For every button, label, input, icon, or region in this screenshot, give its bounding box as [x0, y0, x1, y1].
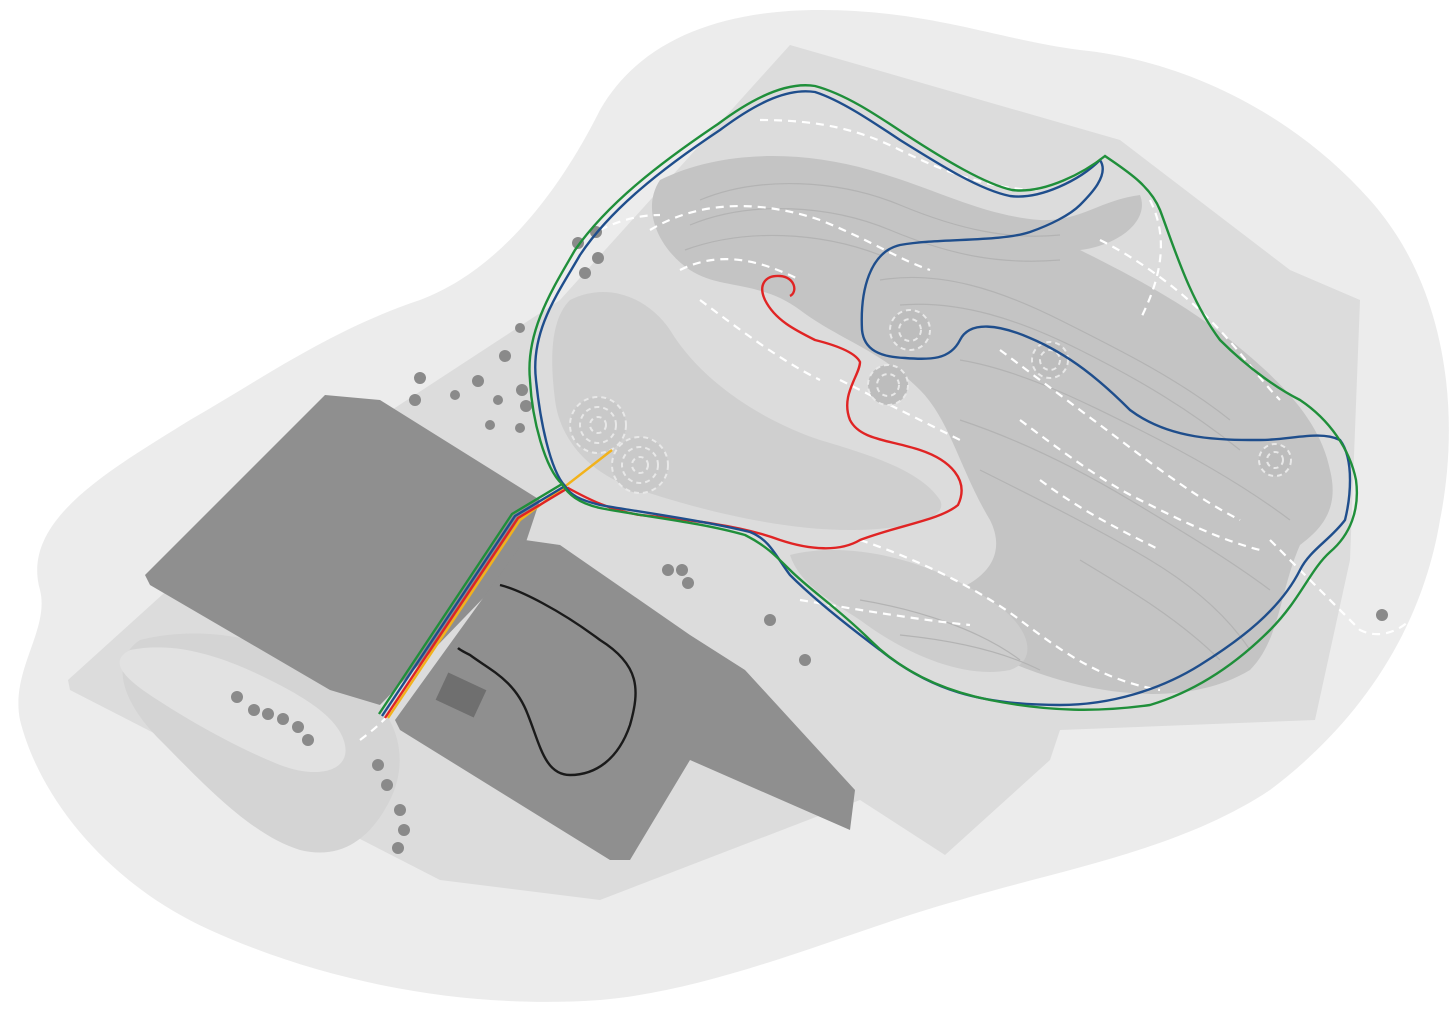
trail-black[interactable]	[457, 583, 637, 777]
pond-area	[119, 647, 346, 773]
woodland-block-south	[395, 540, 855, 860]
building	[435, 672, 487, 718]
spiral-mound	[611, 436, 669, 494]
trees	[231, 226, 1388, 854]
spiral-mounds	[569, 309, 1292, 494]
landform	[651, 156, 1333, 694]
spiral-mound	[1031, 341, 1069, 379]
trail-green[interactable]	[378, 84, 1358, 715]
contour-lines	[684, 182, 1291, 671]
spiral-mound	[889, 309, 931, 351]
spiral-mound	[867, 364, 909, 406]
spiral-mound	[1258, 443, 1292, 477]
spiral-mound	[569, 396, 627, 454]
footpaths	[359, 118, 1411, 741]
